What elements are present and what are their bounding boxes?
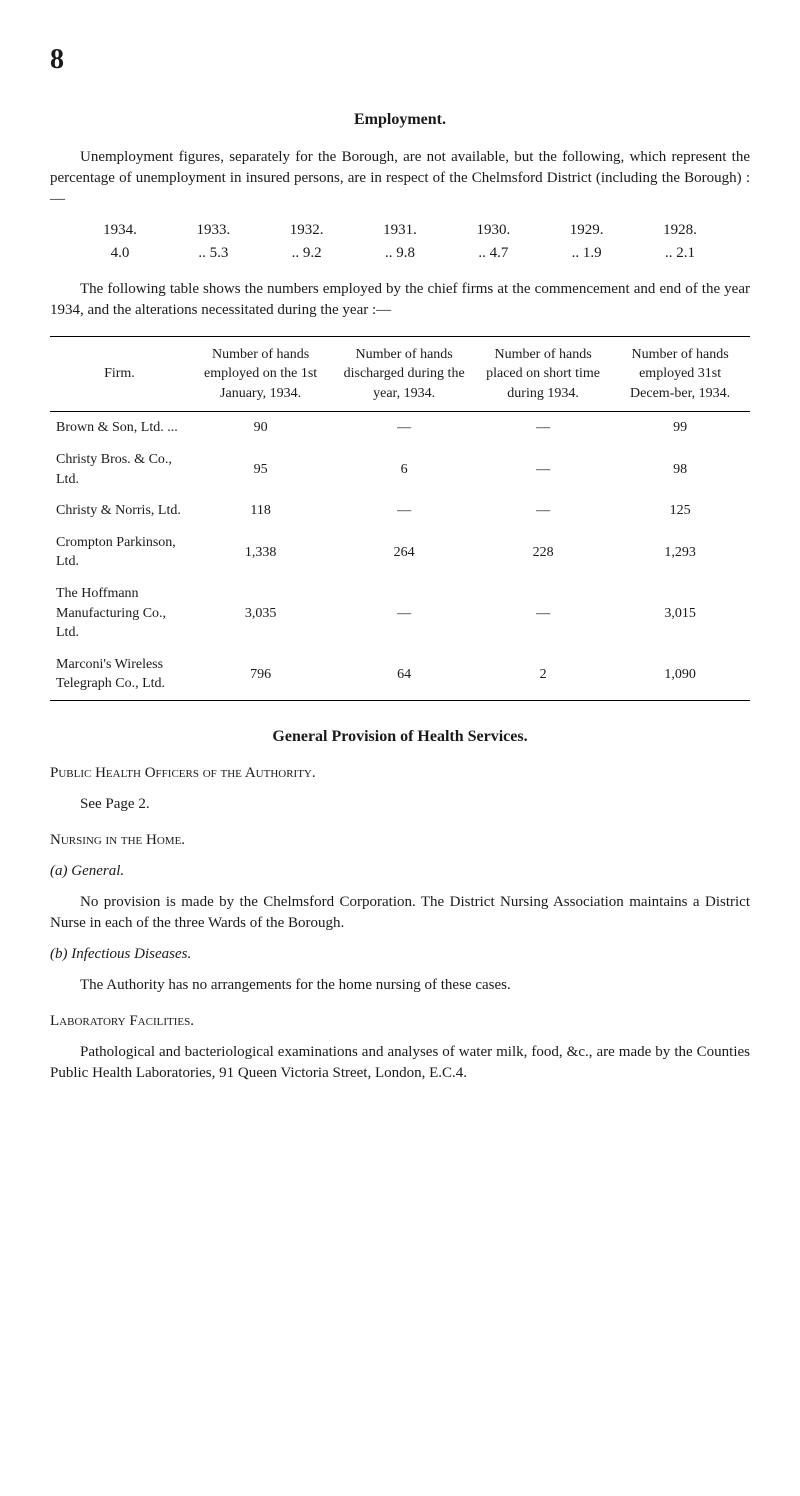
employment-table: Firm. Number of hands employed on the 1s… — [50, 336, 750, 701]
table-row: Brown & Son, Ltd. ... 90 — — 99 — [50, 412, 750, 444]
cell: 1,090 — [610, 649, 750, 701]
cell-firm: Christy & Norris, Ltd. — [50, 495, 189, 527]
th-short-time: Number of hands placed on short time dur… — [476, 336, 610, 412]
table-row: Marconi's Wireless Telegraph Co., Ltd. 7… — [50, 649, 750, 701]
general-text: No provision is made by the Chelmsford C… — [50, 892, 750, 934]
unemployment-years: 1934. 1933. 1932. 1931. 1930. 1929. 1928… — [90, 220, 710, 241]
cell: 90 — [189, 412, 333, 444]
cell: — — [332, 578, 476, 649]
cell: 64 — [332, 649, 476, 701]
year: 1930. — [463, 220, 523, 241]
infectious-text: The Authority has no arrangements for th… — [50, 975, 750, 996]
table-header-row: Firm. Number of hands employed on the 1s… — [50, 336, 750, 412]
cell-firm: Brown & Son, Ltd. ... — [50, 412, 189, 444]
general-label: (a) General. — [50, 861, 750, 882]
th-discharged: Number of hands discharged during the ye… — [332, 336, 476, 412]
cell: 125 — [610, 495, 750, 527]
year: 1931. — [370, 220, 430, 241]
page-number: 8 — [50, 40, 750, 79]
year: 1928. — [650, 220, 710, 241]
cell: 95 — [189, 444, 333, 495]
public-health-heading: Public Health Officers of the Authority. — [50, 763, 750, 784]
cell-firm: The Hoffmann Manufacturing Co., Ltd. — [50, 578, 189, 649]
value: 4.0 — [90, 243, 150, 264]
cell: 228 — [476, 527, 610, 578]
value: .. 5.3 — [183, 243, 243, 264]
health-services-title: General Provision of Health Services. — [50, 726, 750, 748]
cell: 3,015 — [610, 578, 750, 649]
value: .. 9.8 — [370, 243, 430, 264]
cell: — — [476, 495, 610, 527]
cell: — — [332, 495, 476, 527]
value: .. 9.2 — [277, 243, 337, 264]
nursing-heading: Nursing in the Home. — [50, 830, 750, 851]
cell-firm: Marconi's Wireless Telegraph Co., Ltd. — [50, 649, 189, 701]
table-row: Christy Bros. & Co., Ltd. 95 6 — 98 — [50, 444, 750, 495]
cell: 796 — [189, 649, 333, 701]
value: .. 1.9 — [557, 243, 617, 264]
year: 1934. — [90, 220, 150, 241]
laboratory-heading: Laboratory Facilities. — [50, 1011, 750, 1032]
cell: — — [476, 578, 610, 649]
unemployment-values: 4.0 .. 5.3 .. 9.2 .. 9.8 .. 4.7 .. 1.9 .… — [90, 243, 710, 264]
cell: 264 — [332, 527, 476, 578]
cell: — — [332, 412, 476, 444]
th-employed-dec: Number of hands employed 31st Decem-ber,… — [610, 336, 750, 412]
cell: 6 — [332, 444, 476, 495]
cell: 2 — [476, 649, 610, 701]
laboratory-text: Pathological and bacteriological examina… — [50, 1042, 750, 1084]
year: 1932. — [277, 220, 337, 241]
table-row: Crompton Parkinson, Ltd. 1,338 264 228 1… — [50, 527, 750, 578]
th-firm: Firm. — [50, 336, 189, 412]
value: .. 4.7 — [463, 243, 523, 264]
infectious-label: (b) Infectious Diseases. — [50, 944, 750, 965]
year: 1929. — [557, 220, 617, 241]
table-intro: The following table shows the numbers em… — [50, 279, 750, 321]
employment-title: Employment. — [50, 109, 750, 131]
cell: 1,338 — [189, 527, 333, 578]
year: 1933. — [183, 220, 243, 241]
cell: 98 — [610, 444, 750, 495]
cell: — — [476, 444, 610, 495]
value: .. 2.1 — [650, 243, 710, 264]
cell: — — [476, 412, 610, 444]
cell: 1,293 — [610, 527, 750, 578]
table-row: Christy & Norris, Ltd. 118 — — 125 — [50, 495, 750, 527]
public-health-text: See Page 2. — [50, 794, 750, 815]
cell: 3,035 — [189, 578, 333, 649]
employment-intro: Unemployment figures, separately for the… — [50, 147, 750, 210]
table-row: The Hoffmann Manufacturing Co., Ltd. 3,0… — [50, 578, 750, 649]
cell-firm: Christy Bros. & Co., Ltd. — [50, 444, 189, 495]
th-employed-jan: Number of hands employed on the 1st Janu… — [189, 336, 333, 412]
cell: 118 — [189, 495, 333, 527]
cell-firm: Crompton Parkinson, Ltd. — [50, 527, 189, 578]
cell: 99 — [610, 412, 750, 444]
